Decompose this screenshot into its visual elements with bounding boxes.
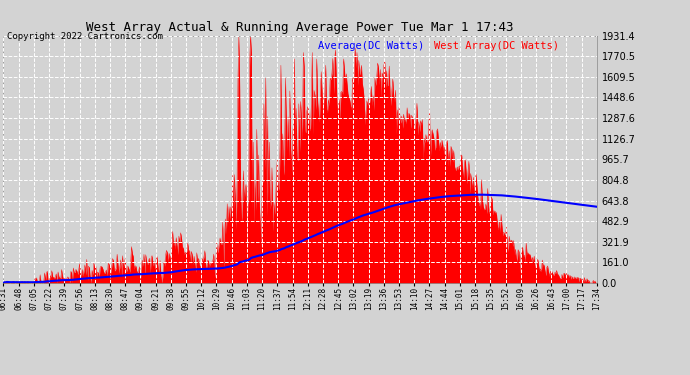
Text: Copyright 2022 Cartronics.com: Copyright 2022 Cartronics.com	[7, 32, 163, 41]
Title: West Array Actual & Running Average Power Tue Mar 1 17:43: West Array Actual & Running Average Powe…	[86, 21, 514, 34]
Text: West Array(DC Watts): West Array(DC Watts)	[433, 40, 559, 51]
Text: Average(DC Watts): Average(DC Watts)	[318, 40, 424, 51]
